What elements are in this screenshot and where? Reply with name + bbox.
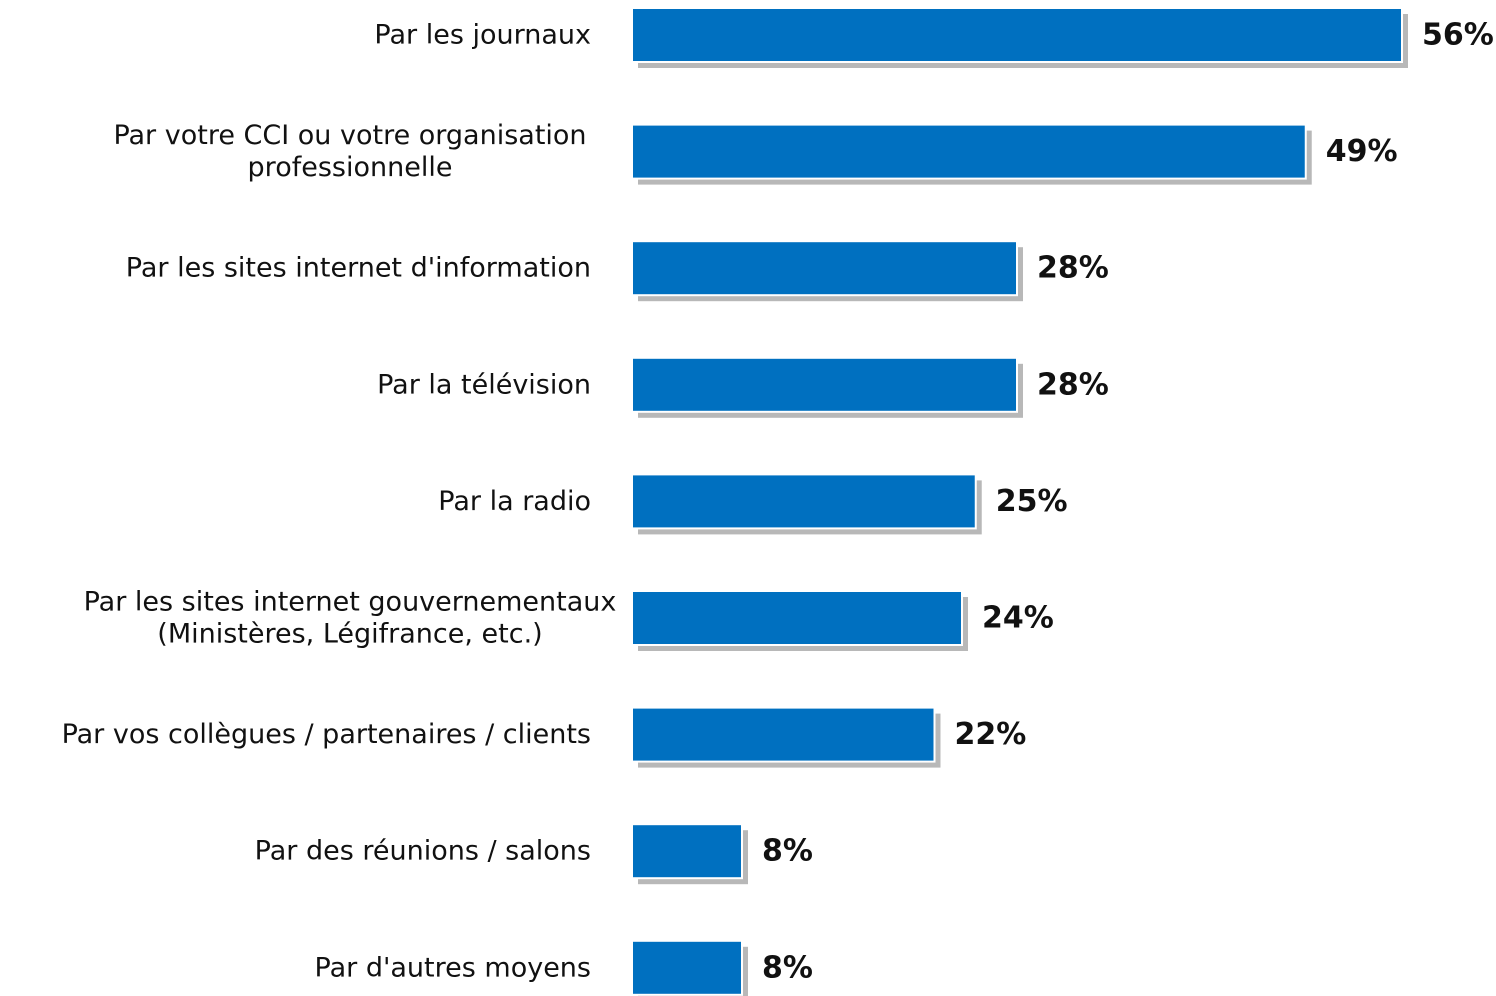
value-label-1: 49%	[1326, 134, 1398, 169]
bar-2	[631, 240, 1018, 297]
category-label-8: Par d'autres moyens	[315, 952, 591, 983]
bar-1	[631, 123, 1307, 180]
bar-8	[631, 939, 743, 996]
category-label-2: Par les sites internet d'information	[126, 253, 591, 284]
bar-6	[631, 706, 936, 763]
bar-3	[631, 356, 1018, 413]
value-label-0: 56%	[1422, 18, 1494, 53]
category-label-1: Par votre CCI ou votre organisation profe…	[113, 120, 586, 183]
category-label-4: Par la radio	[438, 486, 591, 517]
bar-0	[631, 7, 1403, 63]
value-label-7: 8%	[762, 834, 813, 869]
value-label-4: 25%	[996, 484, 1068, 519]
category-label-7: Par des réunions / salons	[255, 836, 591, 867]
value-label-8: 8%	[762, 950, 813, 985]
value-label-5: 24%	[982, 601, 1054, 636]
bar-4	[631, 473, 977, 530]
bar-7	[631, 823, 743, 880]
category-label-6: Par vos collègues / partenaires / client…	[62, 719, 591, 750]
value-label-3: 28%	[1037, 367, 1109, 402]
value-label-6: 22%	[955, 717, 1027, 752]
category-label-0: Par les journaux	[374, 20, 591, 51]
bar-5	[631, 590, 963, 646]
category-label-3: Par la télévision	[377, 369, 591, 400]
category-label-5: Par les sites internet gouvernementaux (M…	[84, 587, 617, 650]
value-label-2: 28%	[1037, 251, 1109, 286]
